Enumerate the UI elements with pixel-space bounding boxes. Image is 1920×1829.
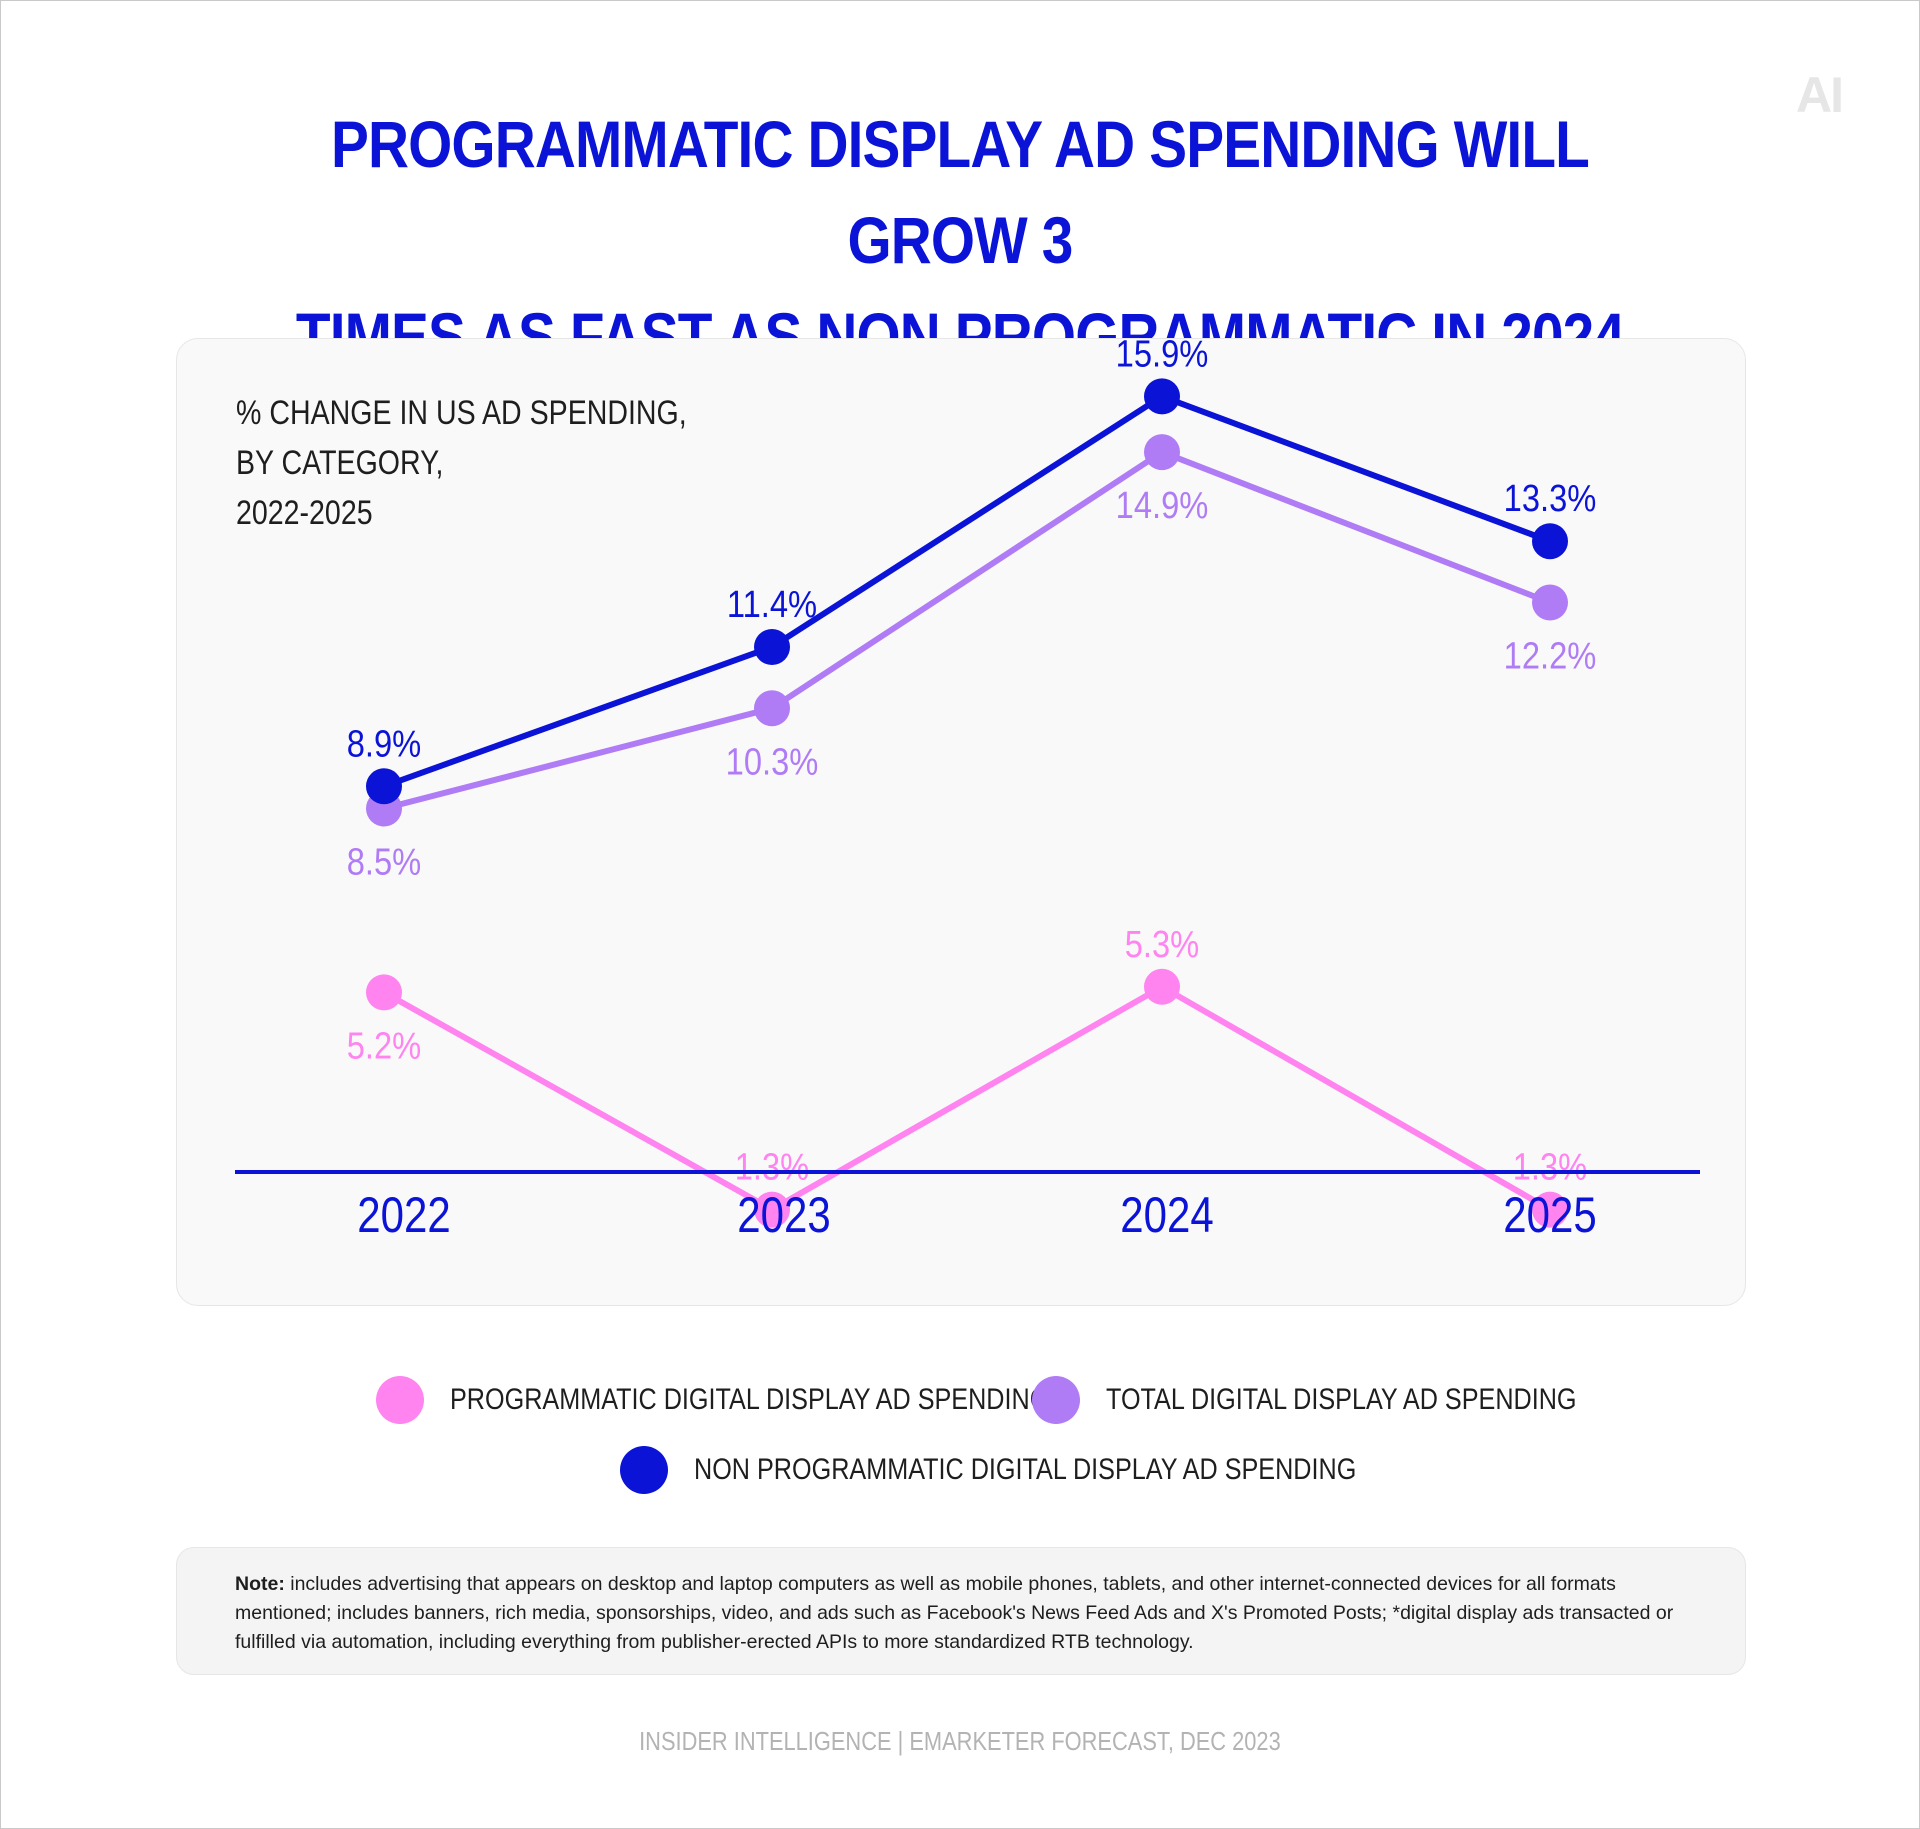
series-line-non_programmatic — [381, 393, 1553, 790]
series-line-total — [381, 449, 1553, 812]
chart-subtitle-line-2: BY CATEGORY, — [236, 444, 444, 482]
note-body: includes advertising that appears on des… — [235, 1573, 1674, 1653]
series-total: 8.5% 10.3% 14.9% 12.2% — [347, 434, 1597, 883]
legend-item-programmatic: PROGRAMMATIC DIGITAL DISPLAY AD SPENDING — [376, 1376, 1163, 1424]
legend-item-non-programmatic: NON PROGRAMMATIC DIGITAL DISPLAY AD SPEN… — [620, 1446, 1482, 1494]
data-label-programmatic-2025: 1.3% — [1513, 1145, 1587, 1188]
data-label-total-2025: 12.2% — [1504, 634, 1597, 677]
data-label-non_programmatic-2022: 8.9% — [347, 722, 421, 765]
data-label-total-2023: 10.3% — [726, 740, 819, 783]
chart-subtitle-line-1: % CHANGE IN US AD SPENDING, — [236, 394, 687, 432]
legend-label-programmatic: PROGRAMMATIC DIGITAL DISPLAY AD SPENDING — [450, 1383, 1050, 1416]
x-tick-2023: 2023 — [737, 1187, 830, 1243]
legend-label-non-programmatic: NON PROGRAMMATIC DIGITAL DISPLAY AD SPEN… — [694, 1453, 1357, 1486]
data-point-programmatic-2024 — [1144, 968, 1180, 1005]
title-line-1: PROGRAMMATIC DISPLAY AD SPENDING WILL GR… — [331, 107, 1590, 277]
series-non_programmatic: 8.9% 11.4% 15.9% 13.3% — [347, 332, 1597, 805]
x-axis-ticks: 2022 2023 2024 2025 — [357, 1187, 1596, 1243]
data-point-non_programmatic-2024 — [1144, 378, 1180, 415]
data-point-total-2023 — [754, 690, 790, 727]
series-line-programmatic — [381, 983, 1553, 1213]
data-point-non_programmatic-2023 — [754, 629, 790, 665]
note-text: Note: includes advertising that appears … — [235, 1570, 1715, 1657]
legend-swatch-programmatic — [376, 1376, 424, 1424]
series-programmatic: 5.2% 1.3% 5.3% 1.3% — [347, 922, 1587, 1228]
data-point-programmatic-2025 — [1532, 1191, 1568, 1228]
data-label-non_programmatic-2023: 11.4% — [727, 583, 817, 626]
data-label-programmatic-2023: 1.3% — [735, 1145, 809, 1188]
chart-subtitle-line-3: 2022-2025 — [236, 494, 373, 532]
source-text: INSIDER INTELLIGENCE | EMARKETER FORECAS… — [639, 1726, 1281, 1756]
data-point-programmatic-2022 — [366, 974, 402, 1011]
data-point-total-2024 — [1144, 434, 1180, 471]
x-tick-2022: 2022 — [357, 1187, 450, 1243]
data-point-non_programmatic-2022 — [366, 768, 402, 805]
data-label-programmatic-2022: 5.2% — [347, 1024, 421, 1067]
legend-label-total: TOTAL DIGITAL DISPLAY AD SPENDING — [1106, 1383, 1577, 1416]
data-label-total-2024: 14.9% — [1116, 484, 1209, 527]
chart-subtitle: % CHANGE IN US AD SPENDING, BY CATEGORY,… — [236, 388, 773, 538]
brand-logo: AI — [1796, 67, 1844, 123]
source-line: INSIDER INTELLIGENCE | EMARKETER FORECAS… — [0, 1726, 1920, 1757]
legend-item-total: TOTAL DIGITAL DISPLAY AD SPENDING — [1032, 1376, 1666, 1424]
x-tick-2025: 2025 — [1503, 1187, 1596, 1243]
series-layer: 5.2% 1.3% 5.3% 1.3% 8.5% 10.3% 14.9% 12.2% 8.9% 1… — [347, 332, 1597, 1228]
data-point-programmatic-2023 — [754, 1191, 790, 1228]
data-point-total-2025 — [1532, 584, 1568, 621]
data-label-non_programmatic-2025: 13.3% — [1504, 477, 1597, 520]
note-box: Note: includes advertising that appears … — [176, 1547, 1746, 1675]
data-label-total-2022: 8.5% — [347, 840, 421, 883]
x-tick-2024: 2024 — [1120, 1187, 1213, 1243]
note-label: Note: — [235, 1573, 285, 1595]
data-label-non_programmatic-2024: 15.9% — [1116, 332, 1209, 375]
chart-panel — [176, 338, 1746, 1306]
legend-swatch-non-programmatic — [620, 1446, 668, 1494]
data-label-programmatic-2024: 5.3% — [1125, 922, 1199, 965]
data-point-non_programmatic-2025 — [1532, 523, 1568, 560]
legend-swatch-total — [1032, 1376, 1080, 1424]
line-chart: 5.2% 1.3% 5.3% 1.3% 8.5% 10.3% 14.9% 12.2% 8.9% 1… — [235, 332, 1700, 1243]
